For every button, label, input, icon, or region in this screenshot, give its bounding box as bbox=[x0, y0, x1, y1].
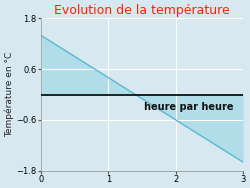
Title: Evolution de la température: Evolution de la température bbox=[54, 4, 230, 17]
Text: heure par heure: heure par heure bbox=[144, 102, 233, 112]
Y-axis label: Température en °C: Température en °C bbox=[4, 52, 14, 137]
